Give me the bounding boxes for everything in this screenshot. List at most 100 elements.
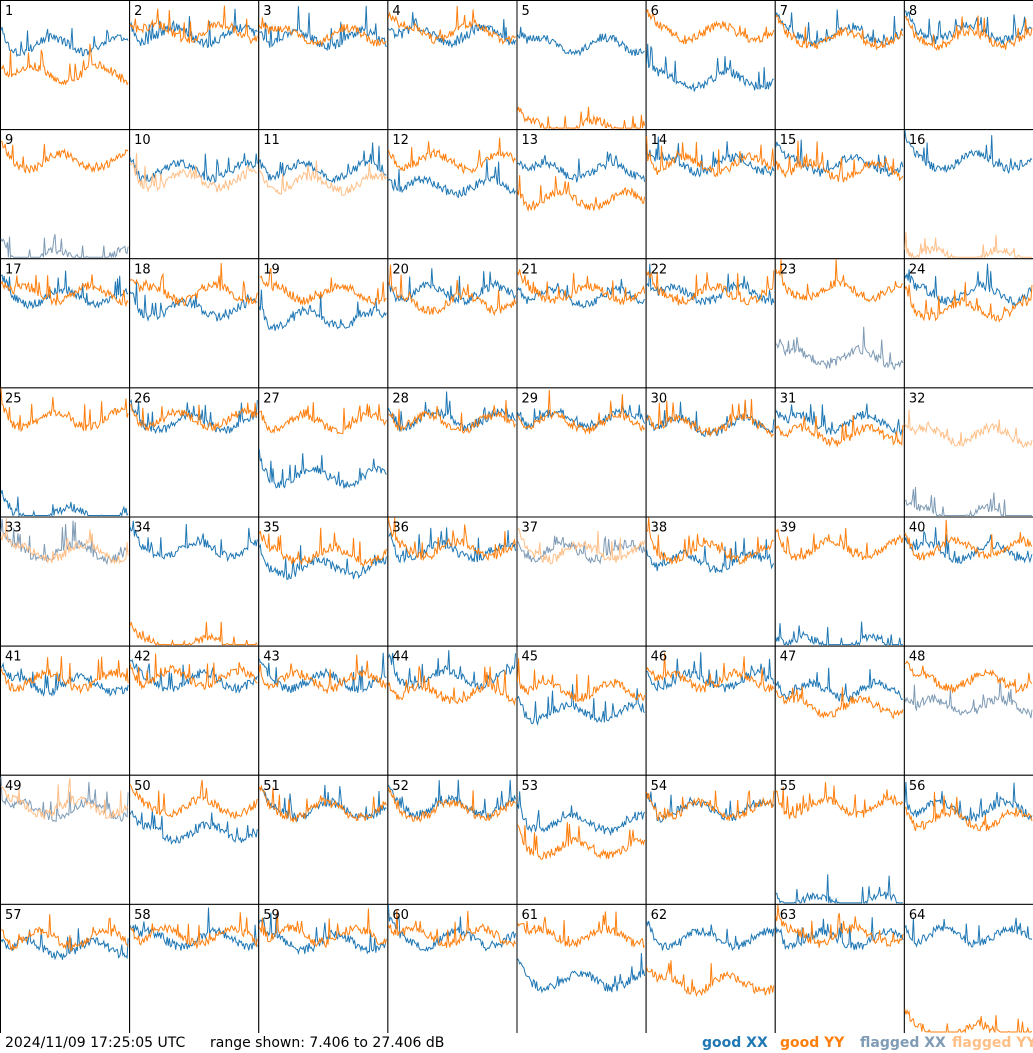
- panel-label: 42: [134, 650, 151, 665]
- series-xx-line: [517, 684, 645, 727]
- series-yy-line: [517, 822, 646, 860]
- series-yy-line: [775, 686, 904, 720]
- series-xx-line: [258, 543, 387, 581]
- tile-panel-9: 9: [0, 129, 131, 260]
- panel-frame: [129, 129, 260, 260]
- series-yy-line: [388, 399, 516, 434]
- series-yy-line: [129, 912, 258, 950]
- series-yy-line: [387, 137, 516, 175]
- series-xx-line: [258, 289, 387, 331]
- series-yy-line: [0, 140, 129, 174]
- panel-frame: [903, 387, 1033, 518]
- series-xx-line: [387, 650, 516, 691]
- tile-panel-47: 47: [774, 645, 905, 776]
- series-xx-line: [388, 12, 516, 49]
- series-xx-line: [388, 158, 516, 199]
- tile-panel-23: 23: [774, 258, 905, 389]
- tile-panel-46: 46: [645, 645, 776, 776]
- panel-frame: [0, 387, 131, 518]
- series-xx-line: [517, 791, 646, 837]
- series-yy-line: [775, 782, 904, 819]
- tile-panel-49: 49: [0, 774, 131, 905]
- series-yy-line: [129, 5, 258, 45]
- series-xx-line: [258, 912, 387, 956]
- panel-label: 59: [263, 908, 280, 923]
- panel-frame: [258, 516, 389, 647]
- panel-frame: [774, 774, 905, 905]
- panel-label: 18: [134, 262, 151, 277]
- series-xx-line: [904, 130, 1033, 174]
- panel-label: 20: [392, 262, 409, 277]
- panel-label: 26: [134, 391, 151, 406]
- panel-label: 9: [5, 133, 13, 148]
- series-yy-line: [646, 790, 775, 822]
- series-yy-line: [517, 528, 646, 565]
- tile-panel-58: 58: [129, 903, 260, 1033]
- panel-label: 1: [5, 4, 13, 19]
- panel-frame: [0, 129, 131, 260]
- tile-panel-8: 8: [903, 0, 1033, 131]
- panel-label: 47: [780, 650, 797, 665]
- series-xx-line: [904, 263, 1033, 307]
- series-yy-line: [258, 527, 387, 567]
- panel-label: 56: [909, 779, 926, 794]
- series-xx-line: [646, 920, 775, 952]
- panel-frame: [903, 129, 1033, 260]
- tile-panel-22: 22: [645, 258, 776, 389]
- series-xx-line: [904, 527, 1033, 565]
- legend-good-xx: good XX: [702, 1035, 768, 1051]
- series-xx-line: [775, 874, 903, 905]
- series-xx-line: [258, 448, 387, 489]
- panel-label: 15: [780, 133, 797, 148]
- tile-panel-41: 41: [0, 645, 131, 776]
- panel-frame: [774, 0, 905, 131]
- panel-label: 41: [5, 650, 22, 665]
- series-yy-line: [129, 402, 258, 432]
- series-yy-line: [0, 388, 129, 433]
- panel-label: 54: [651, 779, 668, 794]
- series-yy-line: [129, 653, 258, 691]
- series-xx-line: [129, 809, 258, 846]
- tile-panel-7: 7: [774, 0, 905, 131]
- panel-frame: [258, 387, 389, 518]
- panel-frame: [774, 387, 905, 518]
- tile-panel-32: 32: [903, 387, 1033, 518]
- series-xx-line: [904, 917, 1033, 948]
- series-yy-line: [129, 262, 258, 306]
- tile-panel-38: 38: [645, 516, 776, 647]
- panel-frame: [516, 903, 647, 1033]
- series-yy-line: [904, 1009, 1033, 1033]
- series-xx-line: [0, 234, 129, 260]
- panel-label: 23: [780, 262, 797, 277]
- panel-frame: [258, 774, 389, 905]
- series-yy-line: [517, 911, 646, 949]
- panel-label: 49: [5, 779, 22, 794]
- series-yy-line: [0, 778, 129, 820]
- series-yy-line: [646, 398, 774, 438]
- series-xx-line: [517, 26, 645, 57]
- series-yy-line: [646, 652, 775, 693]
- panel-label: 2: [134, 4, 142, 19]
- tile-panel-35: 35: [258, 516, 389, 647]
- series-xx-line: [129, 153, 258, 184]
- panel-label: 37: [522, 521, 539, 536]
- tile-panel-50: 50: [129, 774, 260, 905]
- tile-panel-1: 1: [0, 0, 131, 131]
- series-xx-line: [517, 151, 646, 183]
- series-xx-line: [258, 142, 387, 184]
- panel-label: 8: [909, 4, 917, 19]
- panel-label: 44: [392, 650, 409, 665]
- series-yy-line: [129, 779, 258, 820]
- series-yy-line: [646, 960, 775, 998]
- series-xx-line: [517, 535, 646, 565]
- panel-label: 60: [392, 908, 409, 923]
- series-xx-line: [387, 391, 516, 433]
- series-yy-line: [258, 908, 387, 949]
- panel-frame: [258, 0, 389, 131]
- series-xx-line: [775, 621, 903, 646]
- tile-panel-15: 15: [774, 129, 905, 260]
- panel-frame: [258, 645, 389, 776]
- tile-panel-48: 48: [903, 645, 1033, 776]
- tile-panel-54: 54: [645, 774, 776, 905]
- panel-label: 14: [651, 133, 668, 148]
